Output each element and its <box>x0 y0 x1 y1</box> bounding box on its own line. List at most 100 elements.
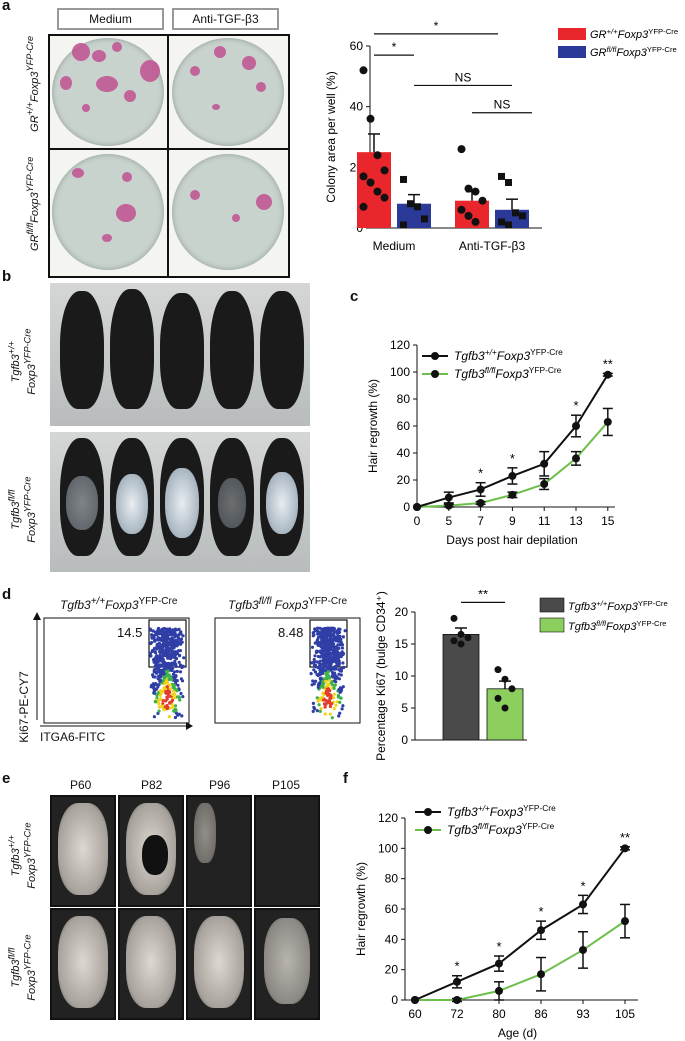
legend-label: Tgfb3fl/flFoxp3YFP-Cre <box>447 821 555 837</box>
data-point-a <box>380 193 389 202</box>
x-tick-label: 80 <box>492 1007 506 1021</box>
series-line <box>414 847 626 1001</box>
data-point-a <box>373 187 382 196</box>
y-tick-label-a: 40 <box>350 100 364 114</box>
legend-swatch-a <box>558 46 586 58</box>
significance-star: * <box>573 398 578 413</box>
data-point <box>495 959 503 968</box>
bar-d <box>442 634 480 741</box>
dish-medium-wt <box>52 38 164 146</box>
panel-f-letter: f <box>343 770 348 787</box>
series-line <box>415 920 626 1001</box>
x-tick-label: 93 <box>576 1007 590 1021</box>
x-tick-label: 7 <box>477 514 484 528</box>
significance-star: * <box>538 904 543 919</box>
x-tick-label: 15 <box>601 514 615 528</box>
data-point-d <box>450 637 458 645</box>
data-point-d <box>501 675 509 683</box>
legend-marker <box>431 370 439 378</box>
y-tick-label: 20 <box>385 963 399 977</box>
data-point-d <box>457 640 465 648</box>
legend-label: Tgfb3+/+Foxp3YFP-Cre <box>454 347 563 363</box>
panel-d-letter: d <box>2 586 12 603</box>
x-tick-label: 13 <box>569 514 583 528</box>
legend-label: Tgfb3+/+Foxp3YFP-Cre <box>447 803 556 819</box>
data-point-a <box>498 172 505 180</box>
gate-value-ko: 8.48 <box>278 625 304 640</box>
y-tick-label-d: 20 <box>395 605 409 619</box>
y-tick-label: 80 <box>385 872 399 886</box>
y-tick-label: 80 <box>397 392 411 406</box>
x-axis-label: Age (d) <box>498 1026 537 1040</box>
legend-label: Tgfb3fl/flFoxp3YFP-Cre <box>454 365 562 381</box>
sig-label-d: ** <box>478 590 488 601</box>
data-point-d <box>450 614 458 622</box>
data-point-a <box>421 215 428 223</box>
data-point-a <box>512 209 519 217</box>
data-point <box>537 970 545 979</box>
x-tick-label: 86 <box>534 1007 548 1021</box>
data-point-d <box>494 694 502 702</box>
data-point <box>495 986 503 995</box>
data-point-a <box>359 202 368 211</box>
y-tick-label: 120 <box>390 338 410 352</box>
data-point-a <box>366 178 375 187</box>
sig-label-a: * <box>434 19 439 33</box>
data-point <box>476 498 485 507</box>
legend-swatch-d <box>539 617 565 633</box>
y-axis-label-d: Percentage Ki67 (bulge CD34⁺) <box>374 591 388 760</box>
data-point-a <box>505 179 512 186</box>
significance-star: ** <box>620 830 630 845</box>
data-point <box>540 459 549 468</box>
panel-a-letter: a <box>2 0 11 14</box>
back-p82-ko <box>118 908 184 1020</box>
y-tick-label: 0 <box>403 500 410 514</box>
significance-star: * <box>478 466 483 481</box>
series-line <box>416 374 609 508</box>
y-tick-label: 120 <box>378 811 398 825</box>
significance-star: * <box>510 451 515 466</box>
data-point-a <box>498 218 505 226</box>
y-tick-label: 40 <box>385 932 399 946</box>
data-point <box>476 485 485 494</box>
data-point-a <box>359 172 368 181</box>
data-point <box>579 900 587 909</box>
panel-c-letter: c <box>350 288 359 305</box>
legend-label-d: Tgfb3fl/flFoxp3YFP-Cre <box>568 619 666 634</box>
colony-dish-grid <box>48 34 290 278</box>
ki67-percentage-bar-chart: 0 5 10 15 20 Percentage Ki67 (bulge CD34⁺) ** T… <box>374 590 668 760</box>
back-p96-wt <box>186 795 252 907</box>
panel-e-row2-label: Tgfb3fl/fl Foxp3YFP-Cre <box>6 934 38 1001</box>
data-point <box>537 926 545 935</box>
data-point <box>540 480 549 489</box>
hair-regrowth-age-chart: 0 20 40 60 80 100 120 Hair regrowth (%) 60 72 80 86… <box>354 803 638 1040</box>
data-point-a <box>407 200 414 208</box>
data-point <box>453 977 461 986</box>
data-point-a <box>505 221 512 229</box>
data-point-d <box>464 634 472 642</box>
data-point <box>572 422 580 430</box>
y-tick-label-d: 10 <box>395 669 409 683</box>
y-tick-label-a: 60 <box>350 39 364 53</box>
y-axis-label: Hair regrowth (%) <box>354 862 368 956</box>
y-tick-label-d: 5 <box>401 701 408 715</box>
data-point <box>603 370 612 379</box>
data-point-a <box>359 66 368 75</box>
sig-label-a: NS <box>455 70 472 84</box>
back-p82-wt <box>118 795 184 907</box>
data-point-d <box>501 704 509 712</box>
data-point-a <box>464 184 473 193</box>
data-point <box>579 945 587 954</box>
x-tick-label: 105 <box>615 1007 635 1021</box>
x-tick-label-a: Anti-TGF-β3 <box>459 239 526 253</box>
panel-b-row1-label: Tgfb3+/+ Foxp3YFP-Cre <box>6 328 38 395</box>
dish-anti-wt <box>172 38 284 146</box>
legend-label-d: Tgfb3+/+Foxp3YFP-Cre <box>568 599 668 614</box>
back-p105-wt <box>254 795 320 907</box>
x-tick-label-a: Medium <box>373 239 416 253</box>
data-point <box>444 493 453 502</box>
panel-a-row1-label: GR+/+Foxp3YFP-Cre <box>25 35 41 132</box>
legend-marker <box>431 352 439 360</box>
data-point-a <box>464 211 473 220</box>
flow-title-wt: Tgfb3+/+Foxp3YFP-Cre <box>60 596 178 612</box>
